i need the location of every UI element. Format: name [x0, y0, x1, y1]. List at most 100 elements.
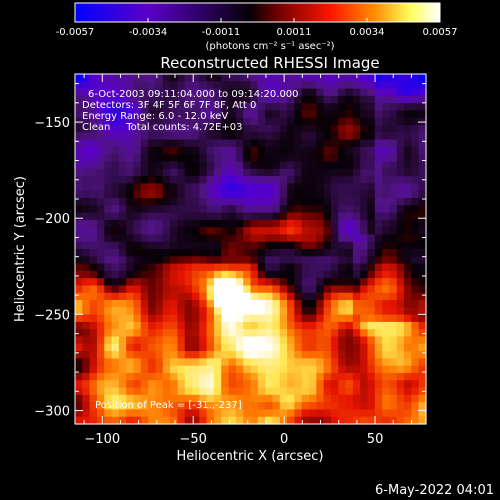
heatmap-cell — [199, 307, 208, 316]
heatmap-cell — [301, 380, 310, 389]
heatmap-cell — [301, 351, 310, 359]
heatmap-cell — [228, 139, 237, 148]
heatmap-cell — [396, 146, 405, 155]
heatmap-cell — [323, 256, 332, 265]
heatmap-cell — [338, 125, 347, 133]
heatmap-cell — [148, 270, 157, 279]
heatmap-cell — [148, 285, 157, 294]
heatmap-cell — [170, 212, 178, 221]
heatmap-cell — [367, 278, 376, 287]
heatmap-cell — [148, 88, 157, 97]
heatmap-cell — [228, 234, 237, 243]
heatmap-cell — [111, 292, 120, 301]
heatmap-cell — [104, 372, 113, 381]
heatmap-cell — [352, 168, 361, 177]
heatmap-cell — [279, 190, 288, 199]
heatmap-cell — [104, 197, 113, 206]
heatmap-cell — [162, 365, 171, 374]
heatmap-cell — [360, 292, 369, 301]
heatmap-cell — [111, 197, 120, 206]
heatmap-cell — [323, 81, 332, 90]
heatmap-cell — [316, 117, 325, 126]
heatmap-cell — [382, 278, 391, 287]
heatmap-cell — [345, 139, 354, 148]
heatmap-cell — [287, 336, 295, 345]
heatmap-cell — [287, 249, 295, 257]
heatmap-cell — [338, 117, 347, 126]
heatmap-cell — [411, 387, 420, 396]
heatmap-cell — [382, 219, 391, 228]
heatmap-cell — [404, 81, 412, 90]
heatmap-cell — [338, 278, 347, 287]
heatmap-cell — [279, 197, 288, 206]
heatmap-cell — [389, 365, 398, 374]
heatmap-cell — [243, 307, 252, 316]
heatmap-cell — [184, 387, 193, 396]
heatmap-cell — [89, 95, 98, 104]
heatmap-cell — [162, 241, 171, 250]
heatmap-cell — [177, 88, 186, 97]
heatmap-cell — [360, 110, 369, 119]
heatmap-cell — [272, 256, 281, 265]
heatmap-cell — [104, 394, 113, 403]
heatmap-cell — [177, 321, 186, 330]
heatmap-cell — [411, 358, 420, 367]
heatmap-cell — [257, 416, 266, 425]
heatmap-cell — [126, 81, 135, 90]
heatmap-cell — [228, 146, 237, 155]
heatmap-cell — [294, 336, 303, 345]
heatmap-cell — [243, 168, 252, 177]
heatmap-cell — [199, 212, 208, 221]
heatmap-cell — [184, 161, 193, 170]
heatmap-cell — [404, 146, 412, 155]
heatmap-cell — [382, 292, 391, 301]
heatmap-cell — [411, 292, 420, 301]
heatmap-cell — [265, 329, 274, 338]
heatmap-cell — [206, 117, 215, 126]
heatmap-cell — [294, 74, 303, 82]
heatmap-cell — [323, 343, 332, 352]
heatmap-cell — [162, 161, 171, 170]
heatmap-cell — [287, 343, 295, 352]
heatmap-cell — [221, 365, 230, 374]
heatmap-cell — [192, 176, 200, 184]
heatmap-cell — [184, 190, 193, 199]
heatmap-cell — [206, 402, 215, 411]
heatmap-cell — [323, 190, 332, 199]
heatmap-cell — [89, 139, 98, 148]
heatmap-cell — [257, 74, 266, 82]
heatmap-cell — [250, 285, 259, 294]
heatmap-cell — [345, 307, 354, 316]
heatmap-cell — [287, 329, 295, 338]
heatmap-cell — [360, 416, 369, 425]
heatmap-cell — [228, 314, 237, 323]
heatmap-cell — [96, 139, 105, 148]
heatmap-cell — [118, 351, 127, 359]
heatmap-cell — [133, 88, 142, 97]
heatmap-cell — [170, 300, 178, 308]
heatmap-cell — [352, 227, 361, 236]
heatmap-cell — [96, 146, 105, 155]
heatmap-cell — [294, 358, 303, 367]
heatmap-cell — [235, 365, 244, 374]
heatmap-cell — [367, 205, 376, 214]
heatmap-cell — [382, 146, 391, 155]
heatmap-cell — [140, 394, 149, 403]
heatmap-cell — [272, 212, 281, 221]
heatmap-cell — [345, 234, 354, 243]
heatmap-cell — [418, 241, 427, 250]
heatmap-cell — [374, 292, 383, 301]
heatmap-cell — [272, 227, 281, 236]
heatmap-cell — [330, 139, 339, 148]
heatmap-cell — [404, 336, 412, 345]
heatmap-cell — [170, 278, 178, 287]
heatmap-cell — [170, 394, 178, 403]
heatmap-cell — [396, 88, 405, 97]
heatmap-cell — [352, 358, 361, 367]
heatmap-cell — [89, 256, 98, 265]
heatmap-cell — [206, 88, 215, 97]
heatmap-cell — [162, 307, 171, 316]
heatmap-cell — [235, 88, 244, 97]
heatmap-cell — [192, 161, 200, 170]
heatmap-cell — [133, 227, 142, 236]
